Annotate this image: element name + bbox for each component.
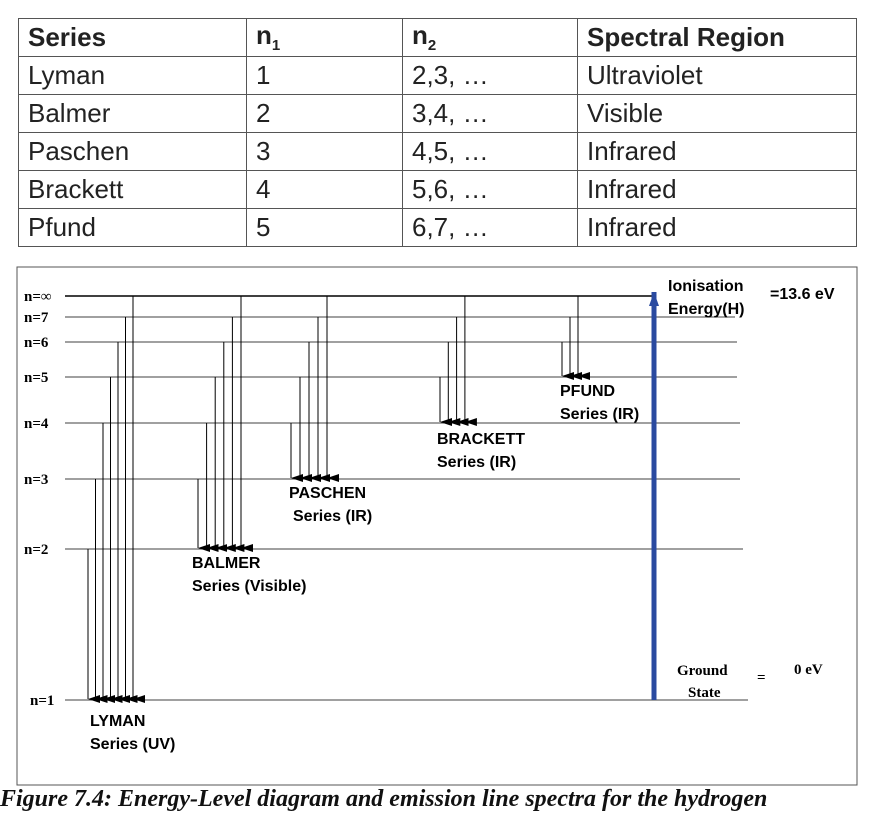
series-name: PFUND xyxy=(560,383,615,400)
series-name: BRACKETT xyxy=(437,431,525,448)
table-cell: 5,6, … xyxy=(402,170,578,209)
header-sub: 1 xyxy=(271,37,281,55)
series-region: Series (IR) xyxy=(293,508,372,525)
header-cell: n2 xyxy=(402,18,578,57)
ground-value: 0 eV xyxy=(794,662,823,678)
level-label: n=3 xyxy=(24,472,48,488)
ionisation-label: Ionisation xyxy=(668,278,744,295)
ground-label: Ground xyxy=(677,663,728,679)
level-label: n=6 xyxy=(24,335,49,351)
table-cell: 1 xyxy=(246,56,403,95)
table-row: Pfund 5 6,7, … Infrared xyxy=(18,208,857,247)
header-row: Series n1 n2 Spectral Region xyxy=(18,18,857,57)
series-region: Series (Visible) xyxy=(192,578,306,595)
table-cell: 5 xyxy=(246,208,403,247)
table-row: Lyman 1 2,3, … Ultraviolet xyxy=(18,56,857,95)
table-cell: 2 xyxy=(246,94,403,133)
level-label: n=1 xyxy=(30,693,54,709)
energy-diagram: n=∞ n=7 n=6 n=5 n=4 n=3 n=2 n=1 LYMAN Series (UV)… xyxy=(16,266,858,786)
series-region: Series (UV) xyxy=(90,736,175,753)
ground-equals: = xyxy=(757,670,766,686)
table-cell: Lyman xyxy=(18,56,247,95)
level-label: n=∞ xyxy=(24,289,52,305)
header-cell: Series xyxy=(18,18,247,57)
table-cell: 6,7, … xyxy=(402,208,578,247)
header-main: n xyxy=(256,20,272,51)
series-name: BALMER xyxy=(192,555,261,572)
series-name: PASCHEN xyxy=(289,485,366,502)
ionisation-value: =13.6 eV xyxy=(770,286,835,303)
ground-label: State xyxy=(688,685,721,701)
diagram-content: n=∞ n=7 n=6 n=5 n=4 n=3 n=2 n=1 LYMAN Series (UV)… xyxy=(24,278,835,753)
series-region: Series (IR) xyxy=(560,406,639,423)
diagram-frame xyxy=(16,266,858,786)
header-main: n xyxy=(412,20,428,51)
level-label: n=2 xyxy=(24,542,48,558)
level-label: n=4 xyxy=(24,416,49,432)
series-table: Series n1 n2 Spectral Region Lyman 1 2,3, … xyxy=(18,18,857,247)
table-cell: Pfund xyxy=(18,208,247,247)
table-cell: 4,5, … xyxy=(402,132,578,171)
series-region: Series (IR) xyxy=(437,454,516,471)
table-cell: 3 xyxy=(246,132,403,171)
ionisation-label: Energy(H) xyxy=(668,301,744,318)
header-cell: Spectral Region xyxy=(577,18,857,57)
level-label: n=5 xyxy=(24,370,48,386)
table-cell: Infrared xyxy=(577,208,857,247)
header-sub: 2 xyxy=(427,37,437,55)
level-label: n=7 xyxy=(24,310,49,326)
series-name: LYMAN xyxy=(90,713,145,730)
table-cell: Ultraviolet xyxy=(577,56,857,95)
table-cell: 2,3, … xyxy=(402,56,578,95)
caption: Figure 7.4: Energy-Level diagram and emi… xyxy=(0,786,768,812)
header-cell: n1 xyxy=(246,18,403,57)
table-cell: 3,4, … xyxy=(402,94,578,133)
table-cell: Infrared xyxy=(577,132,857,171)
